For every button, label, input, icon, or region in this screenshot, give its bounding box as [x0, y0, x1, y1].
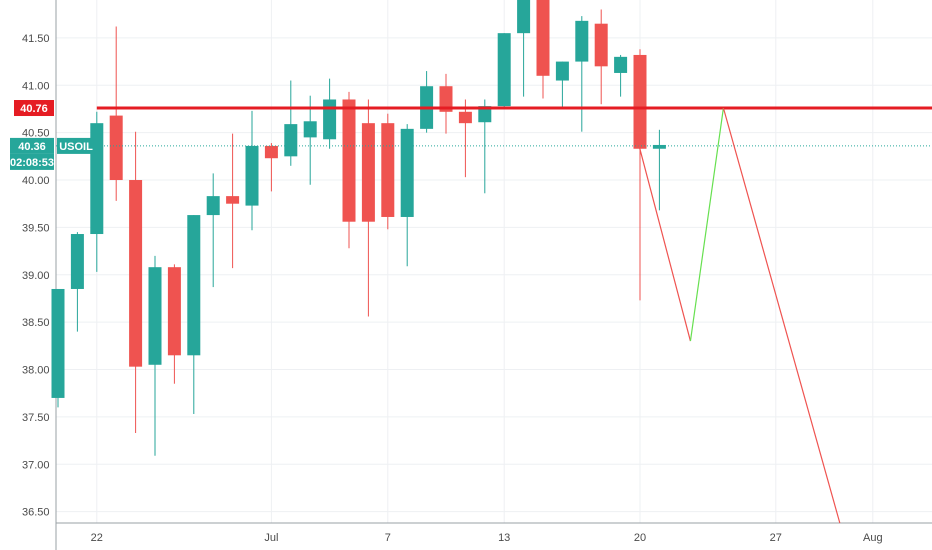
candle-body[interactable] [633, 54, 647, 149]
symbol-label: USOIL [59, 141, 93, 153]
candle-body[interactable] [614, 56, 628, 73]
candle-body[interactable] [167, 267, 181, 356]
candle-body[interactable] [129, 180, 143, 367]
y-tick-label: 37.50 [22, 412, 50, 424]
countdown-label: 02:08:53 [10, 157, 54, 169]
y-tick-label: 39.00 [22, 270, 50, 282]
candle-body[interactable] [361, 123, 375, 222]
y-tick-label: 36.50 [22, 507, 50, 519]
y-tick-label: 37.00 [22, 459, 50, 471]
candle-body[interactable] [303, 121, 317, 138]
y-tick-label: 40.00 [22, 175, 50, 187]
candle-body[interactable] [594, 23, 608, 67]
x-tick-label: 22 [91, 532, 103, 544]
candle-body[interactable] [497, 33, 511, 107]
symbol-badge [57, 137, 95, 154]
candle-body[interactable] [70, 234, 84, 289]
countdown-badge [10, 153, 54, 170]
candle-body[interactable] [187, 215, 201, 356]
candle-body[interactable] [323, 99, 337, 140]
candle-body[interactable] [458, 111, 472, 124]
candle-body[interactable] [381, 123, 395, 217]
y-tick-label: 38.50 [22, 317, 50, 329]
x-tick-label: 7 [385, 532, 391, 544]
candle-body[interactable] [264, 145, 278, 159]
candle-body[interactable] [226, 196, 240, 204]
candle-body[interactable] [575, 20, 589, 62]
candle-body[interactable] [245, 145, 259, 206]
current-price-badge [10, 137, 54, 154]
projection-segment[interactable] [689, 107, 725, 342]
price-line-badge-label: 40.76 [20, 103, 48, 115]
y-tick-label: 41.50 [22, 33, 50, 45]
candle-body[interactable] [517, 0, 531, 34]
projection-segment[interactable] [722, 107, 841, 524]
candle-body[interactable] [439, 86, 453, 112]
candle-body[interactable] [400, 128, 414, 217]
candle-body[interactable] [478, 106, 492, 123]
y-tick-label: 40.50 [22, 128, 50, 140]
x-tick-label: 13 [498, 532, 510, 544]
y-tick-label: 41.00 [22, 80, 50, 92]
candle-body[interactable] [555, 61, 569, 81]
candle-body[interactable] [51, 288, 65, 398]
x-tick-label: Jul [264, 532, 278, 544]
candle-body[interactable] [342, 99, 356, 222]
candle-body[interactable] [206, 196, 220, 216]
y-tick-label: 38.00 [22, 365, 50, 377]
x-tick-label: Aug [863, 532, 883, 544]
x-tick-label: 27 [770, 532, 782, 544]
candle-body[interactable] [536, 0, 550, 76]
current-price-badge-label: 40.36 [18, 141, 46, 153]
price-line-badge [14, 100, 54, 117]
candle-body[interactable] [652, 144, 666, 149]
candle-body[interactable] [148, 267, 162, 365]
projection-segment[interactable] [635, 134, 692, 342]
candle-body[interactable] [109, 115, 123, 181]
y-tick-label: 39.50 [22, 222, 50, 234]
candle-body[interactable] [284, 124, 298, 157]
x-tick-label: 20 [634, 532, 646, 544]
